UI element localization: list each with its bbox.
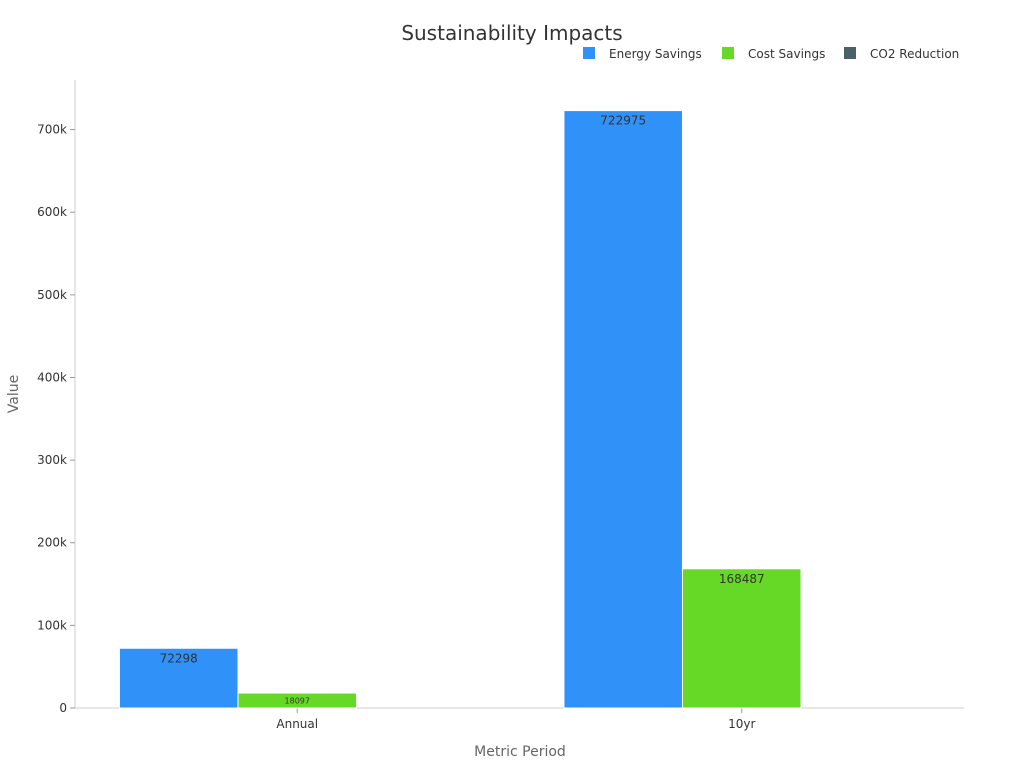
- x-tick-label: 10yr: [728, 717, 755, 731]
- legend-swatch: [583, 47, 595, 59]
- legend-swatch: [844, 47, 856, 59]
- y-tick-label: 0: [59, 701, 67, 715]
- legend-label: CO2 Reduction: [870, 47, 959, 61]
- bar: [681, 568, 802, 709]
- bar: [237, 692, 358, 709]
- bar: [563, 110, 683, 709]
- bar-value-label: 722975: [600, 114, 646, 128]
- legend: Energy Savings Cost Savings CO2 Reduction: [583, 47, 959, 61]
- legend-label: Energy Savings: [609, 47, 702, 61]
- x-axis-title: Metric Period: [474, 744, 566, 760]
- chart-title: Sustainability Impacts: [401, 21, 622, 45]
- y-axis-title: Value: [6, 375, 22, 413]
- y-tick-label: 600k: [37, 205, 67, 219]
- y-tick-label: 300k: [37, 453, 67, 467]
- y-tick-label: 700k: [37, 123, 67, 137]
- x-tick-label: Annual: [276, 717, 318, 731]
- legend-label: Cost Savings: [748, 47, 825, 61]
- bar-value-label: 18097: [285, 697, 310, 706]
- y-tick-label: 400k: [37, 370, 67, 384]
- y-tick-label: 100k: [37, 618, 67, 632]
- bar-value-label: 168487: [719, 572, 765, 586]
- plot-area: 0 100k 200k 300k 400k 500k 600k 700k Annual 72298…: [37, 80, 964, 731]
- bar: [118, 647, 239, 709]
- bar-value-label: 72298: [160, 651, 198, 665]
- y-tick-label: 200k: [37, 536, 67, 550]
- legend-swatch: [722, 47, 734, 59]
- y-tick-label: 500k: [37, 288, 67, 302]
